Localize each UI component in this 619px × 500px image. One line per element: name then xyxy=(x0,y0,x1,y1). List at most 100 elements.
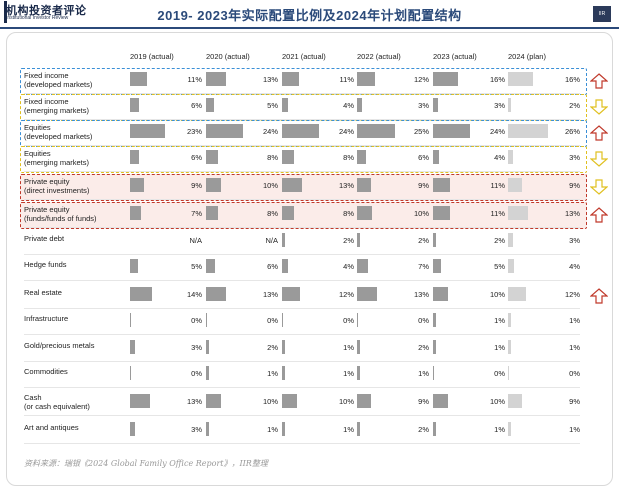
value-label: 25% xyxy=(413,127,429,136)
value-label: 16% xyxy=(489,75,505,84)
table-cell: 9% xyxy=(357,392,429,412)
value-label: 6% xyxy=(191,153,202,162)
value-bar xyxy=(130,178,144,192)
value-bar xyxy=(508,72,533,86)
value-bar xyxy=(206,340,209,354)
table-cell: 12% xyxy=(508,285,580,305)
value-bar xyxy=(206,394,221,408)
arrow-up-icon xyxy=(590,207,608,223)
arrow-up-icon xyxy=(590,288,608,304)
table-cell: 24% xyxy=(282,122,354,142)
value-bar xyxy=(130,287,152,301)
value-label: 9% xyxy=(569,181,580,190)
table-cell: 6% xyxy=(130,148,202,168)
table-cell: 9% xyxy=(508,176,580,196)
value-label: 8% xyxy=(343,153,354,162)
value-label: 2% xyxy=(418,236,429,245)
table-cell: 3% xyxy=(508,231,580,251)
value-bar xyxy=(130,313,131,327)
table-cell: 14% xyxy=(130,285,202,305)
value-label: 10% xyxy=(489,290,505,299)
table-cell: 3% xyxy=(433,96,505,116)
table-cell: N/A xyxy=(206,231,278,251)
table-cell: 3% xyxy=(357,96,429,116)
arrow-down-icon xyxy=(590,99,608,115)
table-cell: 1% xyxy=(206,420,278,440)
value-bar xyxy=(130,259,138,273)
value-bar xyxy=(282,124,319,138)
row-label-line: Real estate xyxy=(24,288,62,297)
value-label: 1% xyxy=(494,425,505,434)
row-label-line: (developed markets) xyxy=(24,132,93,141)
value-label: 10% xyxy=(489,397,505,406)
table-cell: 13% xyxy=(206,285,278,305)
value-label: 16% xyxy=(564,75,580,84)
value-label: 26% xyxy=(564,127,580,136)
value-label: 4% xyxy=(343,262,354,271)
value-bar xyxy=(130,150,139,164)
value-bar xyxy=(282,178,302,192)
value-bar xyxy=(508,233,513,247)
row-label-line: (or cash equivalent) xyxy=(24,402,90,411)
value-bar xyxy=(206,178,221,192)
value-bar xyxy=(282,313,283,327)
value-label: 10% xyxy=(262,397,278,406)
value-label: 9% xyxy=(569,397,580,406)
highlight-box-red xyxy=(20,174,587,201)
value-bar xyxy=(357,150,366,164)
table-cell: 11% xyxy=(282,70,354,90)
header: 机构投资者评论 Institutional Investor Review 20… xyxy=(0,0,619,29)
highlight-box-yellow xyxy=(20,146,587,173)
row-divider xyxy=(24,334,580,335)
table-cell: 0% xyxy=(282,311,354,331)
table-cell: 3% xyxy=(130,420,202,440)
value-label: 0% xyxy=(494,369,505,378)
value-bar xyxy=(282,233,285,247)
value-label: 3% xyxy=(569,236,580,245)
table-cell: 3% xyxy=(130,338,202,358)
value-label: 0% xyxy=(343,316,354,325)
row-label-line: (emerging markets) xyxy=(24,158,90,167)
value-label: 4% xyxy=(569,262,580,271)
row-label-line: Equities xyxy=(24,149,51,158)
row-label-line: Private debt xyxy=(24,234,65,243)
row-label: Equities (emerging markets) xyxy=(24,149,89,167)
value-label: 0% xyxy=(569,369,580,378)
highlight-box-red xyxy=(20,202,587,229)
value-label: 10% xyxy=(338,397,354,406)
logo-text: 机构投资者评论 xyxy=(6,5,87,17)
value-bar xyxy=(206,98,214,112)
value-label: 24% xyxy=(338,127,354,136)
row-label-line: Infrastructure xyxy=(24,314,69,323)
value-bar xyxy=(282,98,288,112)
row-label: Gold/precious metals xyxy=(24,341,94,350)
value-bar xyxy=(206,72,226,86)
value-label: 13% xyxy=(338,181,354,190)
table-cell: 10% xyxy=(357,204,429,224)
value-bar xyxy=(206,366,209,380)
value-label: 1% xyxy=(569,316,580,325)
table-cell: 1% xyxy=(508,311,580,331)
value-label: 13% xyxy=(413,290,429,299)
table-cell: 10% xyxy=(433,285,505,305)
row-label-line: Equities xyxy=(24,123,51,132)
value-label: 0% xyxy=(191,369,202,378)
value-label: 9% xyxy=(418,181,429,190)
table-cell: 8% xyxy=(206,204,278,224)
value-label: 11% xyxy=(490,181,505,190)
value-label: 8% xyxy=(343,209,354,218)
value-label: 3% xyxy=(569,153,580,162)
value-bar xyxy=(357,178,371,192)
row-label-line: (emerging markets) xyxy=(24,106,90,115)
value-bar xyxy=(508,98,511,112)
value-label: 3% xyxy=(418,101,429,110)
table-cell: 2% xyxy=(357,420,429,440)
value-bar xyxy=(282,206,294,220)
row-label: Commodities xyxy=(24,367,68,376)
value-bar xyxy=(357,394,371,408)
value-label: 13% xyxy=(262,75,278,84)
value-bar xyxy=(508,422,511,436)
table-cell: 1% xyxy=(508,338,580,358)
value-bar xyxy=(282,422,285,436)
value-bar xyxy=(130,394,150,408)
